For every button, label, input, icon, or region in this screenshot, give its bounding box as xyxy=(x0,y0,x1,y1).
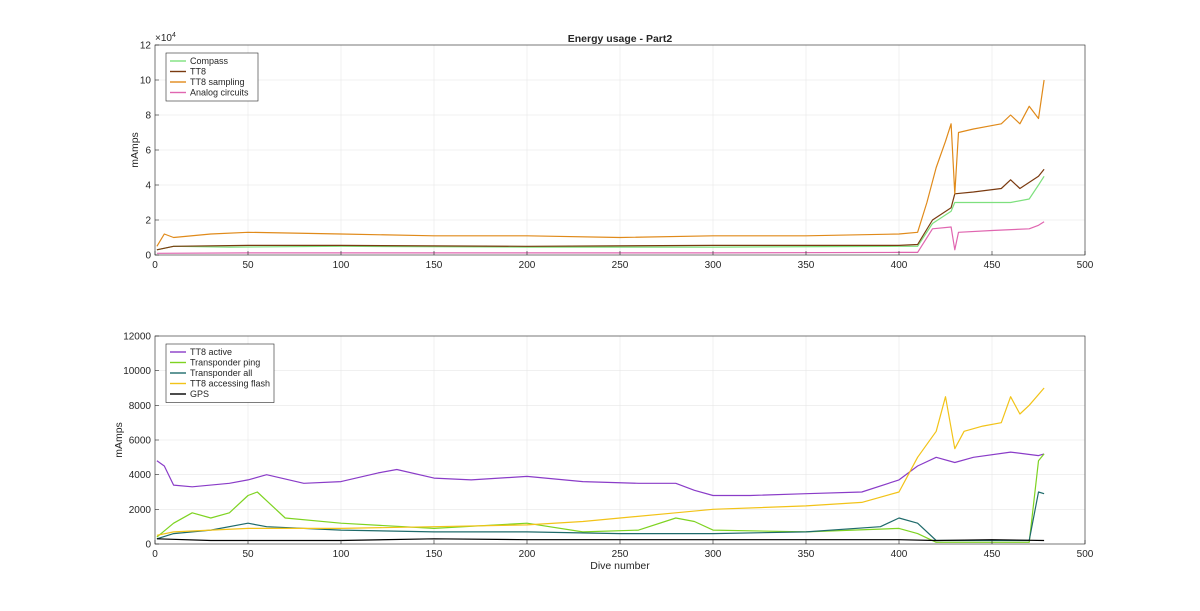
top-chart-title: Energy usage - Part2 xyxy=(568,33,673,45)
bottom-y-tick-label: 6000 xyxy=(129,436,152,447)
bottom-series-line-tt8-active xyxy=(156,451,1045,497)
top-series-line-tt8-sampling xyxy=(156,79,1045,247)
top-x-tick-label: 150 xyxy=(426,260,443,271)
top-ticks: 0 50 100 150 200 250 300 350 400 450 500 0 2 4 6 8 10 12 xyxy=(140,41,1094,272)
bottom-y-tick-label: 12000 xyxy=(123,332,151,343)
top-legend-label-tt8: TT8 xyxy=(190,67,206,77)
bottom-x-tick-label: 0 xyxy=(152,549,158,560)
top-legend-label-analog-circuits: Analog circuits xyxy=(190,88,249,98)
top-x-tick-label: 500 xyxy=(1077,260,1094,271)
bottom-legend-label-gps: GPS xyxy=(190,389,209,399)
bottom-y-tick-label: 10000 xyxy=(123,366,151,377)
top-y-tick-label: 12 xyxy=(140,41,152,52)
bottom-legend-label-transponder-ping: Transponder ping xyxy=(190,358,260,368)
bottom-x-tick-label: 100 xyxy=(333,549,350,560)
bottom-x-tick-label: 250 xyxy=(612,549,629,560)
bottom-ticks: 0 50 100 150 200 250 300 350 400 450 500 0 2000 4000 6… xyxy=(123,332,1094,561)
top-y-tick-label: 8 xyxy=(145,111,151,122)
bottom-y-tick-label: 0 xyxy=(145,540,151,551)
bottom-legend-label-transponder-all: Transponder all xyxy=(190,368,252,378)
top-series-line-tt8 xyxy=(156,168,1045,251)
top-series-line-compass xyxy=(156,175,1045,251)
bottom-series-line-transponder-ping xyxy=(156,453,1045,543)
top-x-tick-label: 200 xyxy=(519,260,536,271)
bottom-x-tick-label: 200 xyxy=(519,549,536,560)
bottom-x-tick-label: 50 xyxy=(242,549,254,560)
top-x-tick-label: 250 xyxy=(612,260,629,271)
bottom-series-lines xyxy=(156,387,1045,543)
top-y-tick-label: 0 xyxy=(145,251,151,262)
top-y-exponent-base: ×10 xyxy=(155,33,172,44)
bottom-series-line-tt8-accessing-flash xyxy=(156,387,1045,536)
top-y-tick-label: 2 xyxy=(145,216,151,227)
top-y-exponent-label: ×104 xyxy=(155,32,176,44)
top-y-axis-label: mAmps xyxy=(129,132,141,168)
top-y-tick-label: 10 xyxy=(140,76,152,87)
top-x-tick-label: 300 xyxy=(705,260,722,271)
bottom-legend-label-tt8-accessing-flash: TT8 accessing flash xyxy=(190,379,270,389)
top-series-lines xyxy=(156,79,1045,254)
top-y-tick-label: 4 xyxy=(145,181,151,192)
bottom-x-axis-label: Dive number xyxy=(590,560,650,572)
top-x-tick-label: 100 xyxy=(333,260,350,271)
bottom-y-tick-label: 8000 xyxy=(129,401,152,412)
bottom-x-tick-label: 400 xyxy=(891,549,908,560)
top-y-exponent-power: 4 xyxy=(172,32,176,39)
bottom-y-tick-label: 2000 xyxy=(129,505,152,516)
top-x-tick-label: 0 xyxy=(152,260,158,271)
bottom-series-line-gps xyxy=(156,538,1045,542)
bottom-x-tick-label: 300 xyxy=(705,549,722,560)
top-y-tick-label: 6 xyxy=(145,146,151,157)
top-legend-label-compass: Compass xyxy=(190,56,229,66)
top-x-tick-label: 400 xyxy=(891,260,908,271)
bottom-x-tick-label: 450 xyxy=(984,549,1001,560)
top-legend-label-tt8-sampling: TT8 sampling xyxy=(190,77,245,87)
bottom-x-tick-label: 350 xyxy=(798,549,815,560)
top-x-tick-label: 50 xyxy=(242,260,254,271)
bottom-y-axis-label: mAmps xyxy=(113,422,125,458)
top-x-tick-label: 350 xyxy=(798,260,815,271)
top-series-line-analog-circuits xyxy=(156,221,1045,254)
bottom-x-tick-label: 150 xyxy=(426,549,443,560)
bottom-axes: 0 50 100 150 200 250 300 350 400 450 500 0 2000 4000 6… xyxy=(113,332,1094,573)
bottom-legend-label-tt8-active: TT8 active xyxy=(190,347,232,357)
bottom-y-tick-label: 4000 xyxy=(129,470,152,481)
bottom-x-tick-label: 500 xyxy=(1077,549,1094,560)
top-x-tick-label: 450 xyxy=(984,260,1001,271)
top-axes: 0 50 100 150 200 250 300 350 400 450 500024681012 … xyxy=(129,32,1094,271)
